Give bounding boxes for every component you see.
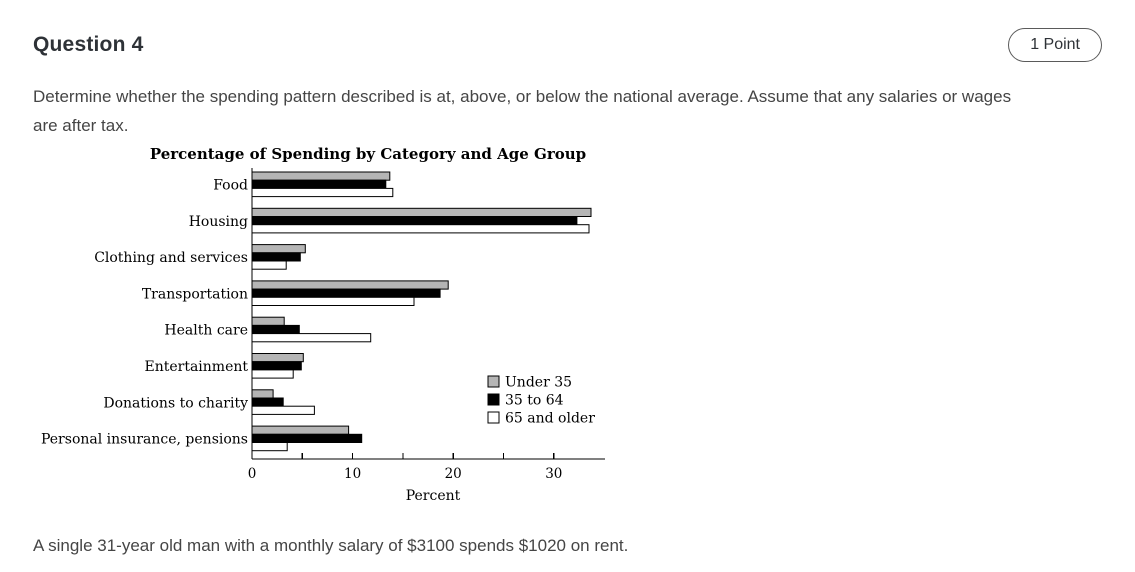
category-label: Entertainment bbox=[144, 359, 248, 375]
bar-35-to-64 bbox=[251, 361, 302, 371]
legend-swatch-65-and-older bbox=[487, 411, 500, 424]
bar-under-35 bbox=[251, 316, 285, 326]
x-tick-label: 20 bbox=[445, 466, 462, 482]
category-label: Food bbox=[213, 178, 248, 194]
category-label: Personal insurance, pensions bbox=[41, 432, 248, 448]
x-tick-label: 0 bbox=[248, 466, 257, 482]
category-label: Donations to charity bbox=[103, 395, 248, 411]
bar-35-to-64 bbox=[251, 324, 300, 335]
bar-under-35 bbox=[251, 171, 391, 181]
spending-bar-chart: Percentage of Spending by Category and A… bbox=[33, 142, 1102, 510]
bar-65-and-older bbox=[251, 442, 288, 452]
legend-swatch-under-35 bbox=[487, 375, 500, 388]
question-text: Determine whether the spending pattern d… bbox=[33, 87, 1012, 135]
bar-65-and-older bbox=[251, 260, 287, 270]
chart-title: Percentage of Spending by Category and A… bbox=[150, 145, 586, 163]
category-label: Health care bbox=[164, 323, 248, 339]
bar-65-and-older bbox=[251, 296, 415, 307]
points-badge: 1 Point bbox=[1008, 28, 1102, 62]
bar-65-and-older bbox=[251, 405, 315, 415]
bar-65-and-older bbox=[251, 224, 590, 234]
bar-35-to-64 bbox=[251, 216, 578, 226]
bar-35-to-64 bbox=[251, 252, 301, 262]
category-label: Housing bbox=[189, 214, 248, 230]
bar-under-35 bbox=[251, 280, 449, 290]
legend-label: 35 to 64 bbox=[505, 393, 564, 409]
bar-65-and-older bbox=[251, 333, 372, 343]
bar-under-35 bbox=[251, 389, 274, 399]
legend-swatch-35-to-64 bbox=[487, 393, 500, 406]
bar-35-to-64 bbox=[251, 397, 284, 407]
scenario-text: A single 31-year old man with a monthly … bbox=[33, 536, 629, 555]
bar-35-to-64 bbox=[251, 288, 441, 298]
bar-65-and-older bbox=[251, 369, 294, 379]
bar-under-35 bbox=[251, 207, 592, 218]
spending-bar-chart-svg: Percentage of Spending by Category and A… bbox=[41, 145, 605, 504]
bar-under-35 bbox=[251, 353, 304, 363]
category-label: Clothing and services bbox=[94, 250, 248, 266]
bar-65-and-older bbox=[251, 187, 394, 198]
bar-under-35 bbox=[251, 425, 350, 435]
category-label: Transportation bbox=[142, 286, 248, 302]
x-tick-label: 10 bbox=[344, 466, 361, 482]
x-axis-label: Percent bbox=[406, 488, 461, 504]
bar-35-to-64 bbox=[251, 433, 363, 443]
bar-35-to-64 bbox=[251, 179, 387, 189]
legend-label: Under 35 bbox=[505, 375, 572, 391]
question-header: Question 4 1 Point bbox=[33, 28, 1102, 62]
question-title: Question 4 bbox=[33, 33, 144, 56]
legend-label: 65 and older bbox=[505, 411, 595, 427]
bar-under-35 bbox=[251, 244, 306, 254]
quiz-page: Question 4 1 Point Determine whether the… bbox=[33, 28, 1102, 555]
x-tick-label: 30 bbox=[545, 466, 562, 482]
